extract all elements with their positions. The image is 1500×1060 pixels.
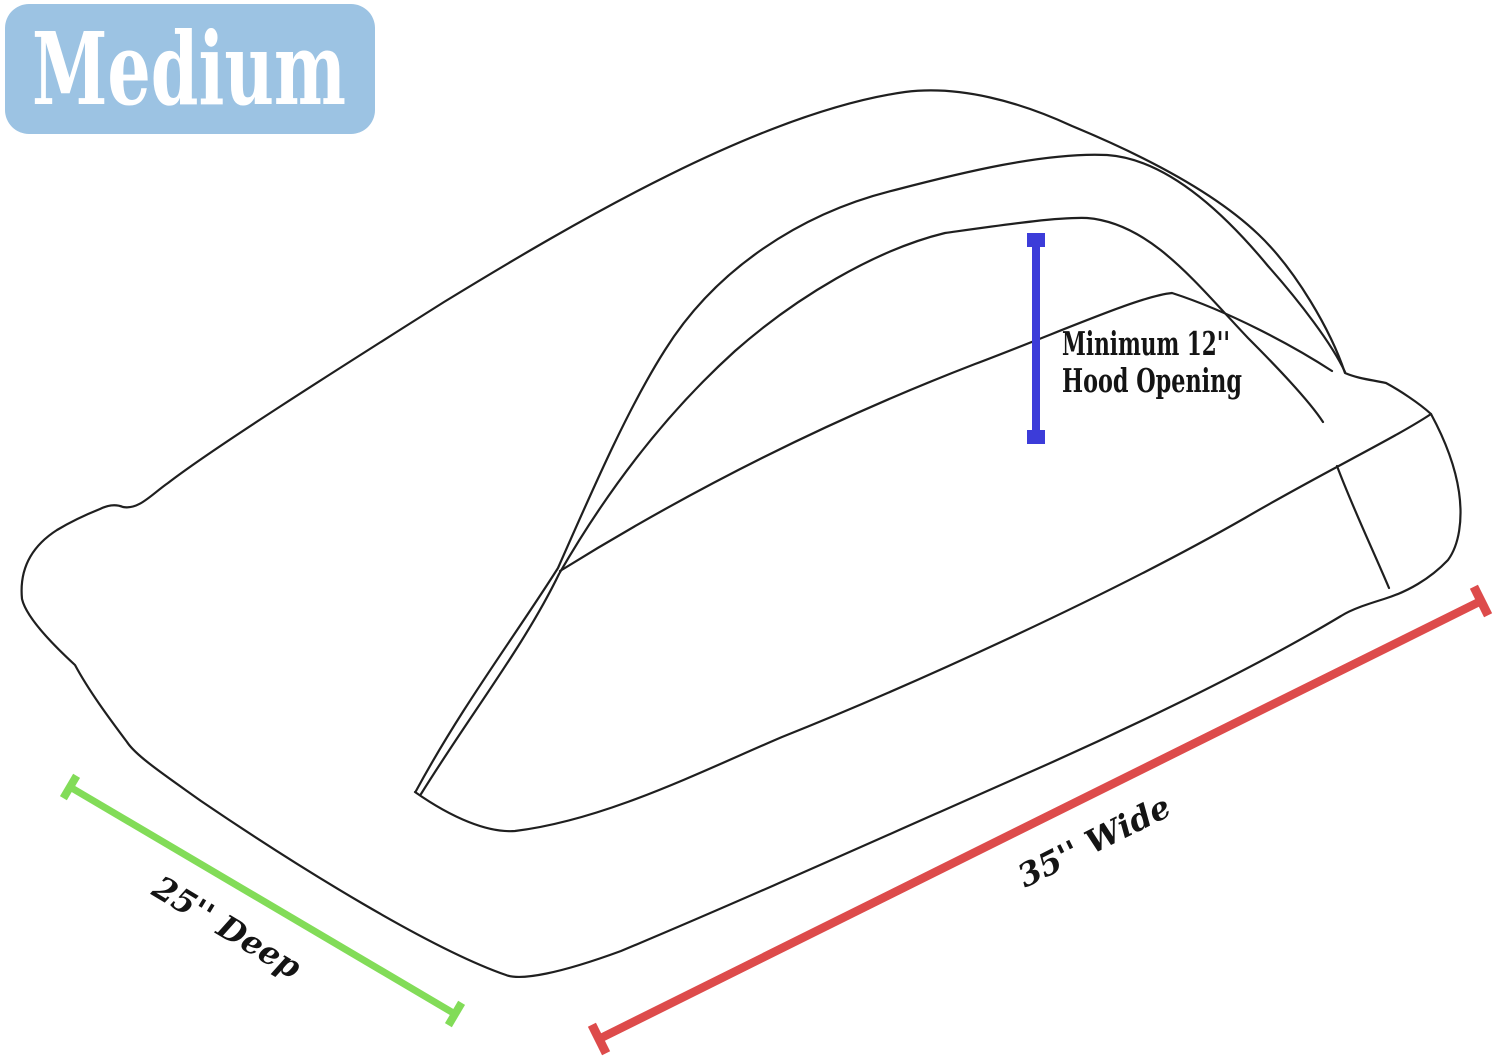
hood-opening-dimension (1027, 233, 1045, 444)
hood-rim-outer-seam (414, 153, 1347, 793)
depth-dimension-cap-top (59, 773, 81, 801)
depth-dimension-cap-bottom (444, 1000, 466, 1028)
dog-bed-line-drawing (20, 89, 1462, 978)
size-badge-label: Medium (32, 10, 346, 128)
size-badge-background (5, 4, 375, 134)
width-label: 35'' Wide (1012, 787, 1177, 895)
hood-opening-label-line2: Hood Opening (1062, 361, 1242, 400)
width-dimension (587, 584, 1493, 1056)
hood-opening-dimension-cap-bottom (1027, 430, 1045, 444)
hood-opening-label-line1: Minimum 12'' (1062, 324, 1230, 363)
front-right-crease (1335, 464, 1391, 590)
width-dimension-cap-left (587, 1022, 611, 1056)
base-front-lip-seam (413, 412, 1433, 833)
hood-rim-inner-seam (419, 216, 1325, 796)
depth-dimension-line (68, 783, 457, 1018)
size-badge: Medium (5, 4, 375, 134)
depth-label: 25'' Deep (145, 868, 308, 987)
width-dimension-line (597, 597, 1483, 1043)
width-dimension-cap-right (1469, 584, 1493, 618)
bed-outer-silhouette (20, 89, 1462, 978)
depth-dimension (59, 773, 466, 1028)
hood-opening-dimension-cap-top (1027, 233, 1045, 247)
